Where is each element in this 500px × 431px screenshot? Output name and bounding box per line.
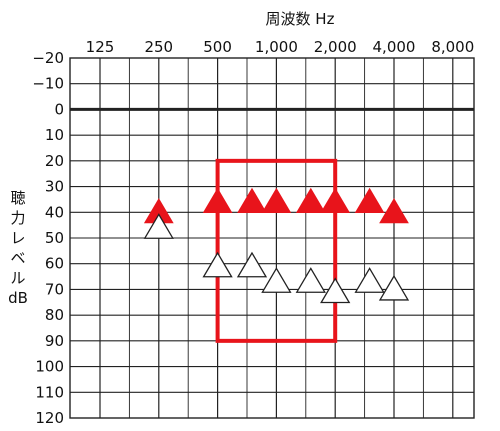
y-tick-label: −20: [32, 49, 64, 67]
y-axis-label-char: ベ: [10, 249, 26, 267]
unmasked-threshold-marker: [295, 267, 326, 293]
y-axis-label-char: ル: [10, 269, 26, 287]
unmasked-threshold-marker: [354, 267, 385, 293]
y-tick-label: 40: [45, 203, 64, 221]
masked-threshold-marker: [354, 187, 385, 213]
y-tick-label: 120: [35, 409, 64, 427]
x-tick-label: 1,000: [255, 38, 298, 56]
y-tick-label: 80: [45, 306, 64, 324]
y-tick-label: 30: [45, 178, 64, 196]
unmasked-threshold-marker: [202, 251, 233, 278]
y-tick-label: 60: [45, 255, 64, 273]
y-tick-label: 50: [45, 229, 64, 247]
unmasked-threshold-marker: [378, 274, 410, 301]
unmasked-threshold-marker: [236, 251, 268, 278]
plot-frame: [69, 57, 475, 419]
masked-threshold-marker: [320, 187, 351, 213]
unmasked-threshold-marker: [320, 277, 351, 304]
x-tick-label: 4,000: [373, 38, 416, 56]
y-tick-label: 90: [45, 332, 64, 350]
x-tick-label: 8,000: [431, 38, 474, 56]
masked-threshold-marker: [295, 187, 326, 213]
y-tick-label: −10: [32, 75, 64, 93]
x-tick-label: 250: [144, 38, 173, 56]
masked-threshold-marker: [202, 187, 233, 213]
y-tick-label: 0: [54, 100, 64, 118]
y-axis-label-char: 聴: [10, 189, 26, 207]
unmasked-threshold-marker: [261, 267, 292, 293]
y-axis-label-char: dB: [8, 289, 28, 307]
y-tick-label: 10: [45, 126, 64, 144]
x-tick-label: 125: [86, 38, 115, 56]
y-tick-label: 100: [35, 358, 64, 376]
masked-threshold-marker: [237, 187, 267, 213]
masked-threshold-marker: [379, 197, 409, 224]
y-tick-label: 110: [35, 383, 64, 401]
y-tick-label: 20: [45, 152, 64, 170]
highlight-box: [215, 158, 338, 343]
y-axis-label-char: レ: [10, 229, 26, 247]
y-axis-label: 聴 力 レ ベ ル dB: [6, 188, 30, 308]
x-tick-label: 500: [203, 38, 232, 56]
y-axis-label-char: 力: [10, 209, 26, 227]
y-tick-label: 70: [45, 280, 64, 298]
chart-title: 周波数 Hz: [265, 10, 335, 28]
unmasked-threshold-marker: [143, 213, 174, 239]
masked-threshold-marker: [261, 187, 292, 213]
x-tick-label: 2,000: [314, 38, 357, 56]
